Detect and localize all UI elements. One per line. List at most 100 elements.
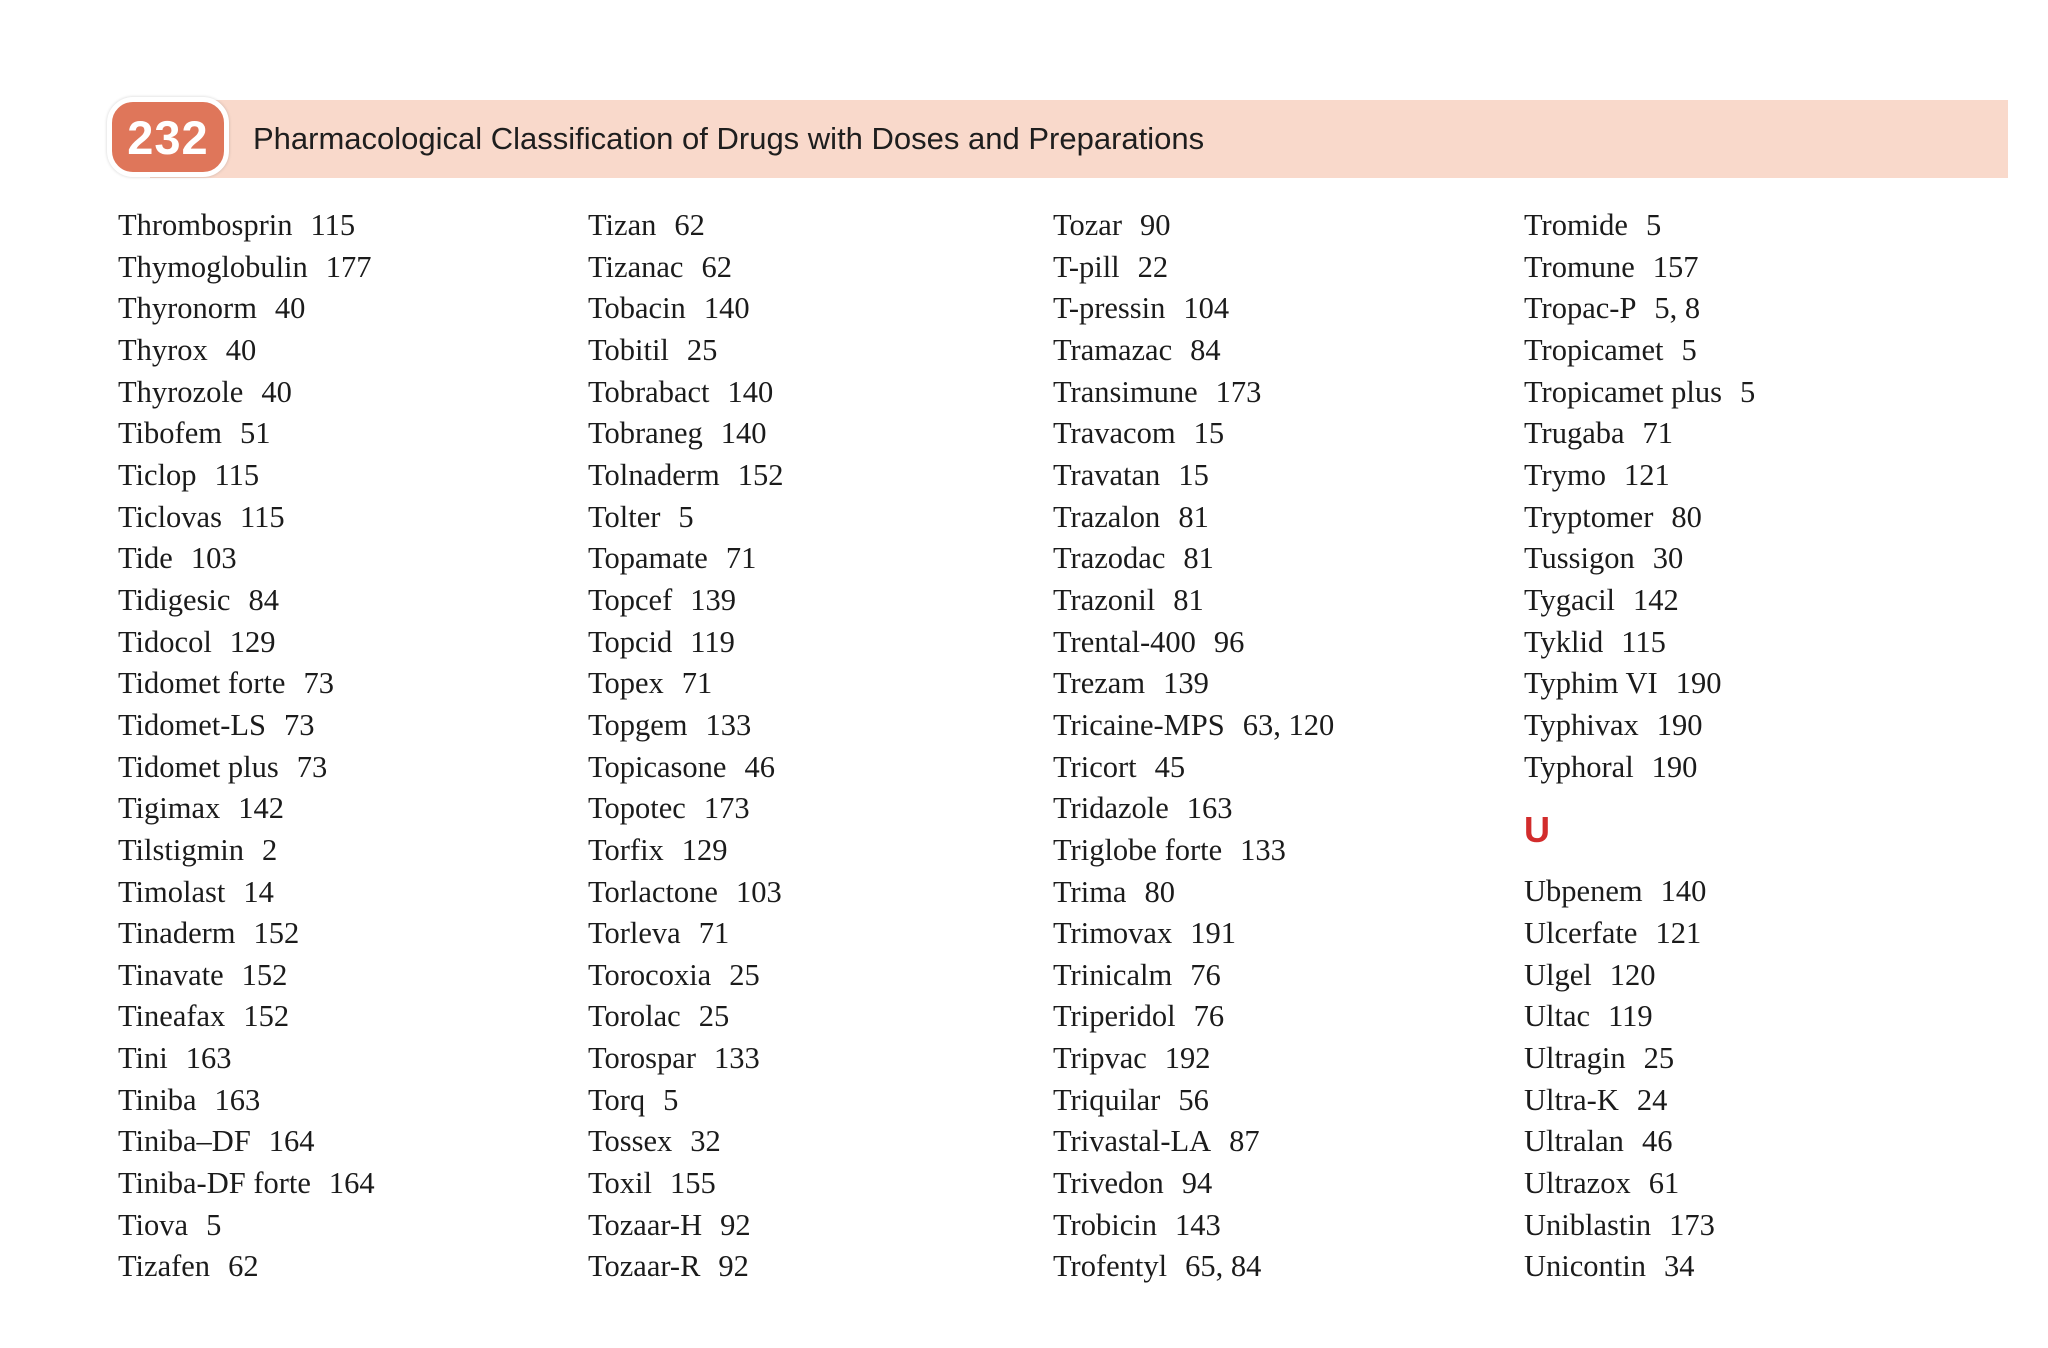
- drug-page-number: 190: [1675, 666, 1722, 701]
- drug-page-number: 119: [1608, 999, 1653, 1034]
- index-entry: Tripvac 192: [1053, 1038, 1533, 1080]
- drug-page-number: 25: [1643, 1041, 1675, 1076]
- drug-page-number: 133: [713, 1041, 760, 1076]
- drug-name: Trazalon: [1053, 499, 1161, 534]
- index-entry: Tidomet-LS 73: [118, 705, 598, 747]
- drug-name: Tussigon: [1524, 541, 1635, 576]
- index-entry: Torospar 133: [588, 1038, 1068, 1080]
- drug-page-number: 45: [1154, 749, 1186, 784]
- drug-name: Trazonil: [1053, 582, 1156, 617]
- index-entry: Tussigon 30: [1524, 538, 2004, 580]
- drug-page-number: 73: [303, 666, 334, 701]
- drug-page-number: 140: [727, 374, 774, 409]
- drug-page-number: 15: [1178, 457, 1209, 492]
- drug-page-number: 129: [681, 832, 728, 867]
- index-entry: Ticlovas 115: [118, 497, 598, 539]
- drug-page-number: 152: [243, 999, 290, 1034]
- index-entry: Travatan 15: [1053, 455, 1533, 497]
- drug-page-number: 96: [1213, 624, 1245, 659]
- drug-name: Tinavate: [118, 957, 224, 992]
- drug-page-number: 71: [681, 666, 713, 701]
- index-entry: Tricort 45: [1053, 747, 1533, 789]
- index-entry: Trima 80: [1053, 872, 1533, 914]
- drug-name: Trymo: [1524, 457, 1606, 492]
- drug-page-number: 76: [1193, 999, 1225, 1034]
- drug-page-number: 190: [1656, 707, 1703, 742]
- drug-name: Tozaar-R: [588, 1249, 701, 1284]
- index-entry: Thyronorm 40: [118, 288, 598, 330]
- index-entry: Topcid 119: [588, 622, 1068, 664]
- drug-name: Tolnaderm: [588, 457, 720, 492]
- drug-name: Ultrazox: [1524, 1166, 1631, 1201]
- drug-page-number: 14: [243, 874, 274, 909]
- index-entry: Trezam 139: [1053, 663, 1533, 705]
- drug-page-number: 140: [703, 291, 750, 326]
- drug-page-number: 152: [253, 916, 300, 951]
- index-entry: Topotec 173: [588, 788, 1068, 830]
- drug-name: Tozar: [1053, 208, 1122, 242]
- drug-name: Tini: [118, 1041, 168, 1076]
- drug-name: Trima: [1053, 874, 1127, 909]
- drug-name: Ubpenem: [1524, 874, 1643, 909]
- index-entry: Tide 103: [118, 538, 598, 580]
- index-entry: Trobicin 143: [1053, 1205, 1533, 1247]
- index-entry: Tizanac 62: [588, 247, 1068, 289]
- index-entry: Ultragin 25: [1524, 1038, 2004, 1080]
- drug-page-number: 65, 84: [1185, 1249, 1262, 1284]
- drug-name: Trofentyl: [1053, 1249, 1168, 1284]
- index-entry: Tobraneg 140: [588, 413, 1068, 455]
- index-entry: Tini 163: [118, 1038, 598, 1080]
- index-entry: Tidomet plus 73: [118, 747, 598, 789]
- index-entry: Ticlop 115: [118, 455, 598, 497]
- drug-page-number: 71: [725, 541, 757, 576]
- drug-page-number: 92: [718, 1249, 749, 1284]
- drug-name: Tizan: [588, 208, 657, 242]
- drug-page-number: 104: [1183, 291, 1230, 326]
- index-entry: Tramazac 84: [1053, 330, 1533, 372]
- drug-page-number: 62: [228, 1249, 259, 1284]
- drug-name: Tigimax: [118, 791, 221, 826]
- drug-page-number: 34: [1664, 1249, 1695, 1284]
- index-entry: Topex 71: [588, 663, 1068, 705]
- drug-page-number: 5: [663, 1082, 679, 1117]
- drug-name: Ultralan: [1524, 1124, 1624, 1159]
- drug-name: Torocoxia: [588, 957, 712, 992]
- drug-name: Topotec: [588, 791, 686, 826]
- drug-name: Tide: [118, 541, 173, 576]
- drug-page-number: 25: [698, 999, 730, 1034]
- drug-page-number: 140: [1660, 874, 1707, 909]
- drug-name: Thyrox: [118, 332, 208, 367]
- drug-page-number: 87: [1229, 1124, 1260, 1159]
- index-entry: Trivedon 94: [1053, 1163, 1533, 1205]
- drug-page-number: 173: [1669, 1207, 1715, 1242]
- index-entry: Tromune 157: [1524, 247, 2004, 289]
- drug-name: Tropac-P: [1524, 291, 1637, 326]
- drug-name: Ultac: [1524, 999, 1591, 1034]
- drug-page-number: 80: [1671, 499, 1702, 534]
- drug-page-number: 84: [1190, 332, 1221, 367]
- drug-name: Tinaderm: [118, 916, 236, 951]
- index-entry: Trazodac 81: [1053, 538, 1533, 580]
- index-entry: Travacom 15: [1053, 413, 1533, 455]
- drug-page-number: 61: [1648, 1166, 1680, 1201]
- drug-page-number: 94: [1181, 1166, 1213, 1201]
- drug-page-number: 5: [1739, 374, 1756, 409]
- index-entry: Toxil 155: [588, 1163, 1068, 1205]
- drug-page-number: 71: [698, 916, 730, 951]
- drug-page-number: 40: [274, 291, 306, 326]
- index-entry: Topcef 139: [588, 580, 1068, 622]
- drug-name: Tricort: [1053, 749, 1137, 784]
- drug-page-number: 22: [1137, 249, 1169, 284]
- drug-page-number: 73: [296, 749, 328, 784]
- drug-page-number: 40: [225, 332, 257, 367]
- drug-name: Tidomet-LS: [118, 707, 267, 742]
- drug-page-number: 143: [1174, 1207, 1221, 1242]
- index-entry: Torleva 71: [588, 913, 1068, 955]
- drug-name: Tibofem: [118, 416, 222, 451]
- index-entry: Torocoxia 25: [588, 955, 1068, 997]
- index-entry: Tidigesic 84: [118, 580, 598, 622]
- drug-page-number: 46: [744, 749, 775, 784]
- index-entry: Tozaar-H 92: [588, 1205, 1068, 1247]
- drug-name: Trimovax: [1053, 916, 1173, 951]
